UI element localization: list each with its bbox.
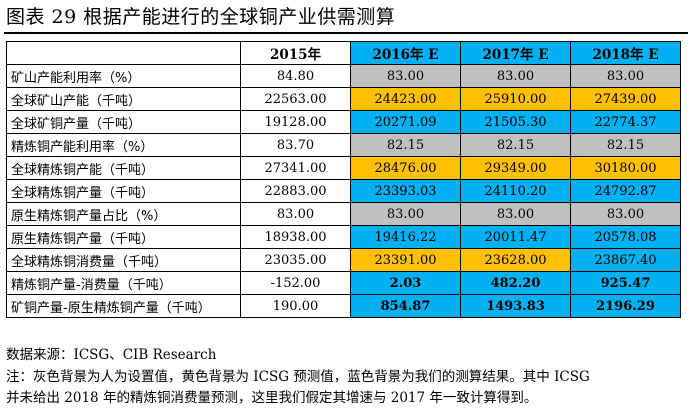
table-cell: 27341.00: [240, 156, 351, 180]
table-cell: 25910.00: [460, 87, 571, 111]
table-cell: 27439.00: [570, 87, 681, 111]
row-label: 精炼铜产能利用率（%）: [6, 133, 241, 157]
table-cell: 22883.00: [240, 179, 351, 203]
table-row: 矿山产能利用率（%） 84.80 83.00 83.00 83.00: [6, 64, 681, 88]
table-cell: 925.47: [570, 271, 681, 295]
table-cell: 83.70: [240, 133, 351, 157]
footnote-line-1: 注：灰色背景为人为设置值，黄色背景为 ICSG 预测值，蓝色背景为我们的测算结果…: [6, 369, 590, 385]
table-cell: 23867.40: [570, 248, 681, 272]
table-cell: 23393.03: [350, 179, 461, 203]
row-label: 精炼铜产量-消费量（千吨）: [6, 271, 241, 295]
table-row: 全球矿山产能（千吨） 22563.00 24423.00 25910.00 27439.…: [6, 87, 681, 111]
header-cell-2015: 2015年: [240, 41, 351, 65]
table-header-row: 2015年 2016年 E 2017年 E 2018年 E: [6, 41, 681, 65]
table-cell: 23628.00: [460, 248, 571, 272]
footnote-line-2: 并未给出 2018 年的精炼铜消费量预测，这里我们假定其增速与 2017 年一致…: [6, 390, 538, 406]
table-row: 全球精炼铜消费量（千吨） 23035.00 23391.00 23628.00 2386…: [6, 248, 681, 272]
table-cell: 22774.37: [570, 110, 681, 134]
row-label: 全球精炼铜产能（千吨）: [6, 156, 241, 180]
table-cell: 1493.83: [460, 294, 571, 318]
table-cell: 82.15: [460, 133, 571, 157]
table-cell: 21505.30: [460, 110, 571, 134]
table-row: 精炼铜产量-消费量（千吨） -152.00 2.03 482.20 925.47: [6, 271, 681, 295]
table-cell: 20271.09: [350, 110, 461, 134]
table-cell: 2196.29: [570, 294, 681, 318]
table-cell: 19128.00: [240, 110, 351, 134]
table-row: 原生精炼铜产量占比（%） 83.00 83.00 83.00 83.00: [6, 202, 681, 226]
row-label: 矿铜产量-原生精炼铜产量（千吨）: [6, 294, 241, 318]
table-cell: 30180.00: [570, 156, 681, 180]
table-cell: 190.00: [240, 294, 351, 318]
table-cell: 2.03: [350, 271, 461, 295]
table-cell: 29349.00: [460, 156, 571, 180]
supply-demand-table: 2015年 2016年 E 2017年 E 2018年 E 矿山产能利用率（%）…: [6, 41, 681, 318]
table-cell: 19416.22: [350, 225, 461, 249]
table-cell: 482.20: [460, 271, 571, 295]
table-body: 矿山产能利用率（%） 84.80 83.00 83.00 83.00 全球矿山产能（千吨）…: [6, 64, 681, 318]
header-cell-2018e: 2018年 E: [570, 41, 681, 65]
table-row: 原生精炼铜产量（千吨） 18938.00 19416.22 20011.47 20578…: [6, 225, 681, 249]
table-cell: 23035.00: [240, 248, 351, 272]
table-cell: 83.00: [350, 202, 461, 226]
source-note: 数据来源：ICSG、CIB Research: [6, 347, 217, 363]
title-rule: [4, 32, 688, 34]
table-cell: 84.80: [240, 64, 351, 88]
table-cell: 20578.08: [570, 225, 681, 249]
row-label: 矿山产能利用率（%）: [6, 64, 241, 88]
table-row: 全球精炼铜产量（千吨） 22883.00 23393.03 24110.20 24792…: [6, 179, 681, 203]
header-cell-label: [6, 41, 241, 65]
table-cell: 18938.00: [240, 225, 351, 249]
figure-title: 图表 29 根据产能进行的全球铜产业供需测算: [6, 6, 396, 28]
table-cell: 24110.20: [460, 179, 571, 203]
table-cell: 854.87: [350, 294, 461, 318]
table-cell: 24423.00: [350, 87, 461, 111]
header-cell-2016e: 2016年 E: [350, 41, 461, 65]
table-cell: 83.00: [460, 202, 571, 226]
table-row: 全球精炼铜产能（千吨） 27341.00 28476.00 29349.00 30180…: [6, 156, 681, 180]
table-cell: 22563.00: [240, 87, 351, 111]
table-cell: 82.15: [570, 133, 681, 157]
table-cell: 23391.00: [350, 248, 461, 272]
table-cell: 20011.47: [460, 225, 571, 249]
table-cell: 28476.00: [350, 156, 461, 180]
table-cell: 83.00: [460, 64, 571, 88]
row-label: 全球精炼铜产量（千吨）: [6, 179, 241, 203]
row-label: 原生精炼铜产量占比（%）: [6, 202, 241, 226]
row-label: 全球精炼铜消费量（千吨）: [6, 248, 241, 272]
table-cell: 83.00: [240, 202, 351, 226]
table-cell: 83.00: [570, 202, 681, 226]
table-row: 全球矿铜产量（千吨） 19128.00 20271.09 21505.30 22774.…: [6, 110, 681, 134]
table-cell: 83.00: [570, 64, 681, 88]
table-cell: 24792.87: [570, 179, 681, 203]
table-cell: 82.15: [350, 133, 461, 157]
row-label: 全球矿山产能（千吨）: [6, 87, 241, 111]
table-row: 矿铜产量-原生精炼铜产量（千吨） 190.00 854.87 1493.83 2196.…: [6, 294, 681, 318]
row-label: 原生精炼铜产量（千吨）: [6, 225, 241, 249]
table-cell: -152.00: [240, 271, 351, 295]
table-row: 精炼铜产能利用率（%） 83.70 82.15 82.15 82.15: [6, 133, 681, 157]
table-cell: 83.00: [350, 64, 461, 88]
header-cell-2017e: 2017年 E: [460, 41, 571, 65]
row-label: 全球矿铜产量（千吨）: [6, 110, 241, 134]
